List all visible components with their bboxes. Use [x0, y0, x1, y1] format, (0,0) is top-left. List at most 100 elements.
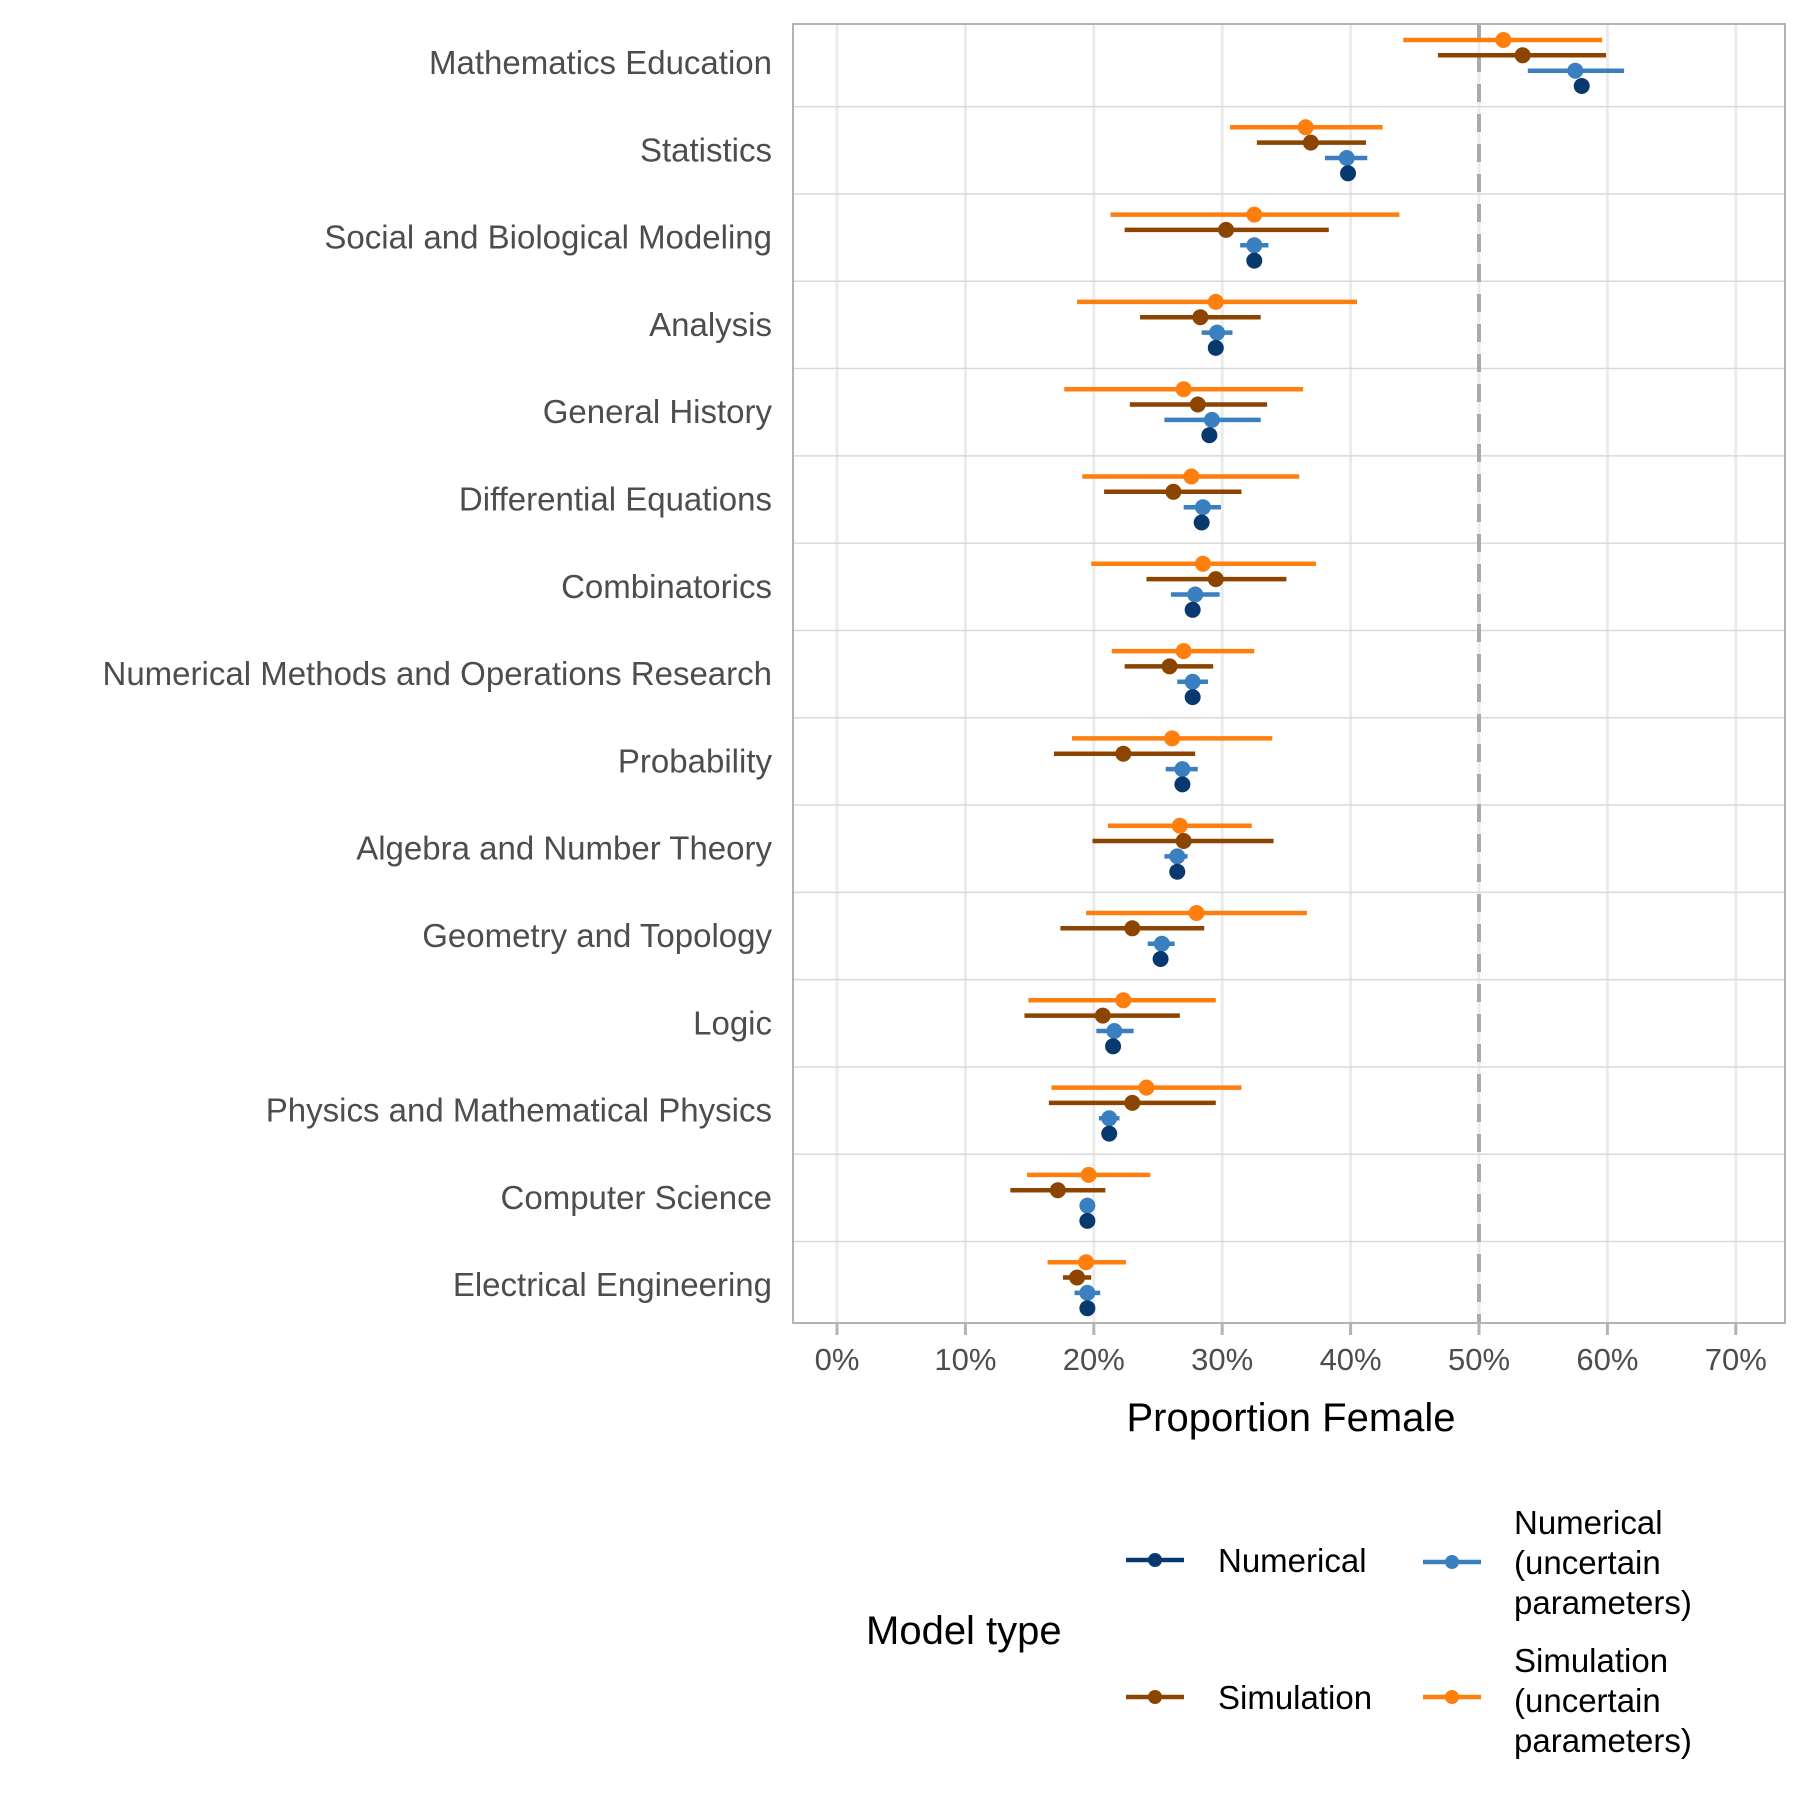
point-simulation — [1069, 1269, 1086, 1286]
point-numerical — [1184, 601, 1201, 618]
point-numerical_uncertain — [1101, 1110, 1118, 1127]
point-simulation_uncertain — [1164, 730, 1181, 747]
series-numerical — [1079, 78, 1590, 1317]
point-numerical — [1169, 863, 1186, 880]
point-simulation_uncertain — [1080, 1166, 1097, 1183]
category-label: Differential Equations — [459, 481, 772, 518]
point-simulation_uncertain — [1171, 817, 1188, 834]
legend-key-point — [1445, 1555, 1459, 1569]
point-simulation — [1161, 658, 1178, 675]
series-numerical_uncertain — [1074, 62, 1625, 1301]
legend-label: (uncertain — [1514, 1682, 1661, 1719]
point-numerical_uncertain — [1187, 586, 1204, 603]
point-numerical — [1573, 78, 1590, 94]
point-numerical — [1101, 1125, 1118, 1142]
category-label: Combinatorics — [561, 568, 772, 605]
category-label: Probability — [618, 742, 773, 779]
x-axis-ticks: 0% 10% 20% 30% 40% 50% 60% 70% — [815, 1323, 1767, 1377]
x-axis-title: Proportion Female — [1126, 1396, 1455, 1440]
point-numerical_uncertain — [1209, 324, 1226, 341]
point-numerical — [1174, 776, 1191, 793]
point-numerical — [1193, 514, 1210, 531]
legend-title: Model type — [866, 1609, 1062, 1653]
x-tick-label: 40% — [1320, 1342, 1382, 1377]
x-tick-label: 50% — [1448, 1342, 1510, 1377]
point-numerical_uncertain — [1174, 761, 1191, 778]
point-numerical — [1079, 1212, 1096, 1229]
point-simulation — [1094, 1007, 1111, 1024]
point-simulation — [1218, 221, 1235, 238]
category-label: Physics and Mathematical Physics — [266, 1092, 772, 1129]
legend-item-numerical: Numerical — [1126, 1542, 1367, 1579]
point-simulation — [1192, 309, 1209, 326]
category-label: Computer Science — [501, 1179, 772, 1216]
point-simulation — [1165, 483, 1182, 500]
point-simulation_uncertain — [1183, 468, 1200, 485]
point-simulation_uncertain — [1138, 1079, 1155, 1096]
point-numerical — [1184, 689, 1201, 706]
point-simulation_uncertain — [1495, 32, 1512, 48]
point-simulation_uncertain — [1078, 1254, 1095, 1271]
point-simulation_uncertain — [1194, 555, 1211, 572]
panel-border — [792, 23, 1786, 1324]
point-simulation_uncertain — [1175, 643, 1192, 660]
point-simulation — [1302, 134, 1319, 151]
category-label: Numerical Methods and Operations Researc… — [103, 655, 773, 692]
point-simulation — [1124, 1094, 1141, 1111]
legend-label: parameters) — [1514, 1584, 1692, 1621]
category-label: General History — [543, 393, 773, 430]
legend-label: Simulation — [1218, 1679, 1372, 1716]
marks-layer — [1010, 32, 1625, 1317]
x-tick-label: 70% — [1705, 1342, 1767, 1377]
point-simulation — [1049, 1182, 1066, 1199]
point-numerical_uncertain — [1169, 848, 1186, 865]
point-numerical — [1207, 339, 1224, 356]
point-simulation — [1514, 47, 1531, 64]
point-simulation — [1124, 920, 1141, 937]
point-numerical — [1152, 951, 1169, 967]
legend-label: Numerical — [1514, 1504, 1663, 1541]
x-tick-label: 30% — [1191, 1342, 1253, 1377]
legend-key-point — [1445, 1690, 1459, 1704]
point-simulation_uncertain — [1175, 381, 1192, 398]
grid-layer — [793, 24, 1785, 1323]
series-simulation — [1010, 47, 1607, 1286]
point-simulation_uncertain — [1115, 992, 1132, 1009]
category-label: Social and Biological Modeling — [324, 219, 772, 256]
point-numerical_uncertain — [1079, 1284, 1096, 1301]
point-numerical_uncertain — [1194, 499, 1211, 516]
point-numerical_uncertain — [1184, 673, 1201, 690]
legend: Model type NumericalNumerical(uncertainp… — [866, 1504, 1692, 1759]
point-numerical — [1246, 252, 1263, 269]
category-label: Analysis — [649, 306, 772, 343]
point-numerical_uncertain — [1567, 62, 1584, 79]
point-simulation — [1175, 833, 1192, 849]
point-numerical_uncertain — [1338, 150, 1355, 166]
y-axis-labels: Mathematics Education Statistics Social an… — [103, 44, 773, 1303]
legend-item-simulation: Simulation — [1126, 1679, 1372, 1716]
point-numerical_uncertain — [1153, 935, 1170, 952]
point-numerical_uncertain — [1106, 1023, 1123, 1039]
legend-key-point — [1148, 1690, 1162, 1704]
point-numerical_uncertain — [1246, 237, 1263, 254]
x-tick-label: 10% — [934, 1342, 996, 1377]
category-label: Mathematics Education — [429, 44, 772, 81]
category-label: Algebra and Number Theory — [356, 830, 772, 867]
point-simulation_uncertain — [1188, 905, 1205, 921]
point-numerical — [1079, 1300, 1096, 1317]
point-simulation_uncertain — [1207, 293, 1224, 310]
x-tick-label: 60% — [1576, 1342, 1638, 1377]
point-simulation_uncertain — [1246, 206, 1263, 223]
legend-label: parameters) — [1514, 1722, 1692, 1759]
point-simulation — [1189, 396, 1206, 413]
legend-label: Numerical — [1218, 1542, 1367, 1579]
point-numerical_uncertain — [1079, 1197, 1096, 1214]
category-label: Electrical Engineering — [453, 1266, 772, 1303]
category-label: Statistics — [640, 131, 772, 168]
legend-label: Simulation — [1514, 1642, 1668, 1679]
point-numerical — [1340, 165, 1357, 182]
